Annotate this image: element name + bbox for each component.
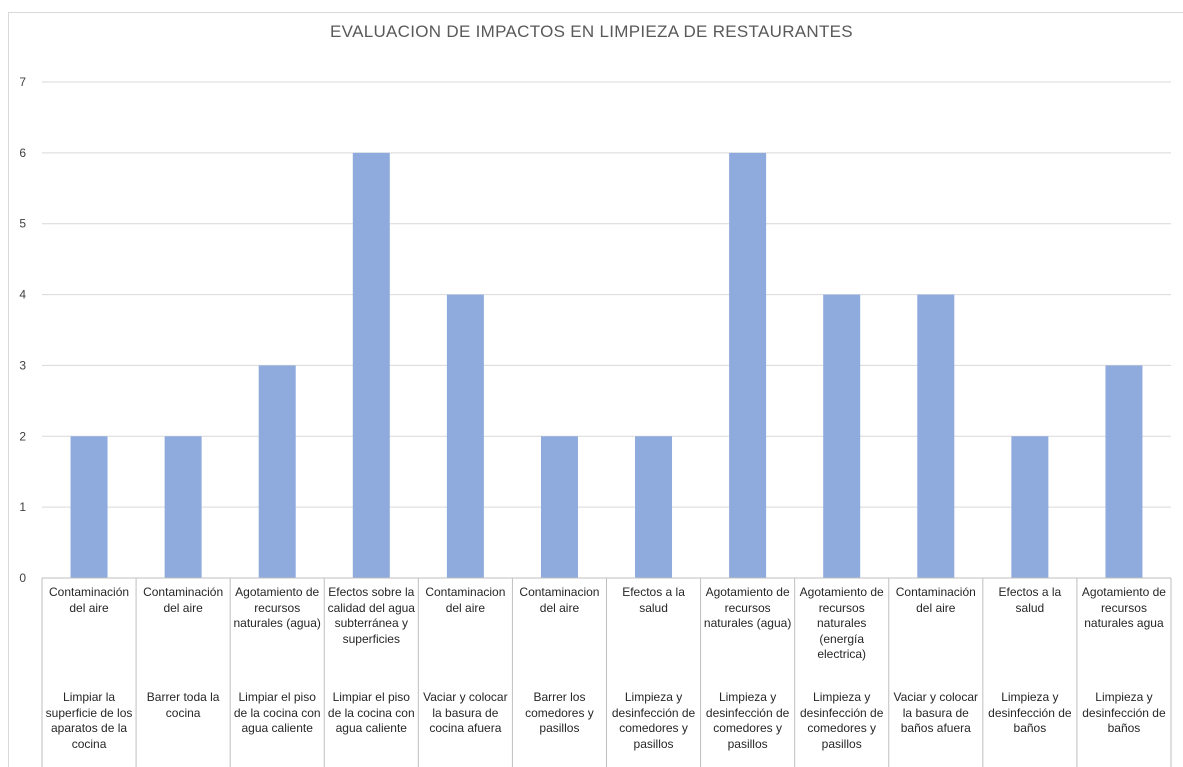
y-tick-label: 5	[19, 217, 26, 231]
category-activity-label: Limpieza y desinfección de baños	[1082, 690, 1166, 735]
y-tick-label: 6	[19, 146, 26, 160]
category-impact-label: Agotamiento de recursos naturales (agua)	[703, 585, 792, 630]
y-tick-label: 4	[19, 288, 26, 302]
bar	[258, 365, 296, 578]
category-activity-label: Limpieza y desinfección de comedores y p…	[800, 690, 884, 751]
chart-title: EVALUACION DE IMPACTOS EN LIMPIEZA DE RE…	[330, 22, 853, 41]
category-impact-label: Contaminación del aire	[895, 585, 976, 615]
category-activity-label: Limpieza y desinfección de baños	[988, 690, 1072, 735]
category-impact-label: Agotamiento de recursos naturales (agua)	[233, 585, 321, 630]
bar	[917, 294, 955, 578]
bar	[823, 294, 861, 578]
category-impact-label: Efectos a la salud	[998, 585, 1062, 615]
category-activity-label: Limpiar la superficie de los aparatos de…	[45, 690, 133, 751]
bar	[729, 152, 767, 578]
y-tick-label: 7	[19, 75, 26, 89]
category-activity-label: Vaciar y colocar la basura de baños afue…	[893, 690, 979, 735]
category-impact-label: Agotamiento de recursos naturales agua	[1081, 585, 1166, 630]
y-tick-label: 2	[19, 429, 26, 443]
bar	[1011, 436, 1049, 578]
category-activity-label: Limpieza y desinfección de comedores y p…	[705, 690, 790, 751]
bar	[1105, 365, 1143, 578]
category-activity-label: Barrer los comedores y pasillos	[525, 690, 594, 735]
category-impact-label: Contaminacion del aire	[425, 585, 506, 615]
bar	[164, 436, 202, 578]
y-tick-label: 1	[19, 500, 26, 514]
category-impact-label: Contaminación del aire	[49, 585, 130, 615]
bar	[635, 436, 673, 578]
category-impact-label: Contaminación del aire	[143, 585, 224, 615]
category-activity-label: Limpiar el piso de la cocina con agua ca…	[233, 690, 321, 735]
bar	[352, 152, 390, 578]
bar	[70, 436, 108, 578]
category-impact-label: Agotamiento de recursos naturales (energ…	[799, 585, 884, 661]
category-activity-label: Vaciar y colocar la basura de cocina afu…	[423, 690, 508, 735]
category-impact-label: Efectos sobre la calidad del agua subter…	[327, 585, 415, 646]
bar	[446, 294, 484, 578]
category-activity-label: Limpieza y desinfección de comedores y p…	[611, 690, 696, 751]
chart-area	[8, 12, 1183, 767]
category-activity-label: Barrer toda la cocina	[146, 690, 220, 720]
category-impact-label: Efectos a la salud	[622, 585, 685, 615]
y-tick-label: 0	[19, 571, 26, 585]
category-impact-label: Contaminacion del aire	[519, 585, 600, 615]
y-tick-label: 3	[19, 358, 26, 372]
bar	[540, 436, 578, 578]
category-activity-label: Limpiar el piso de la cocina con agua ca…	[327, 690, 415, 735]
